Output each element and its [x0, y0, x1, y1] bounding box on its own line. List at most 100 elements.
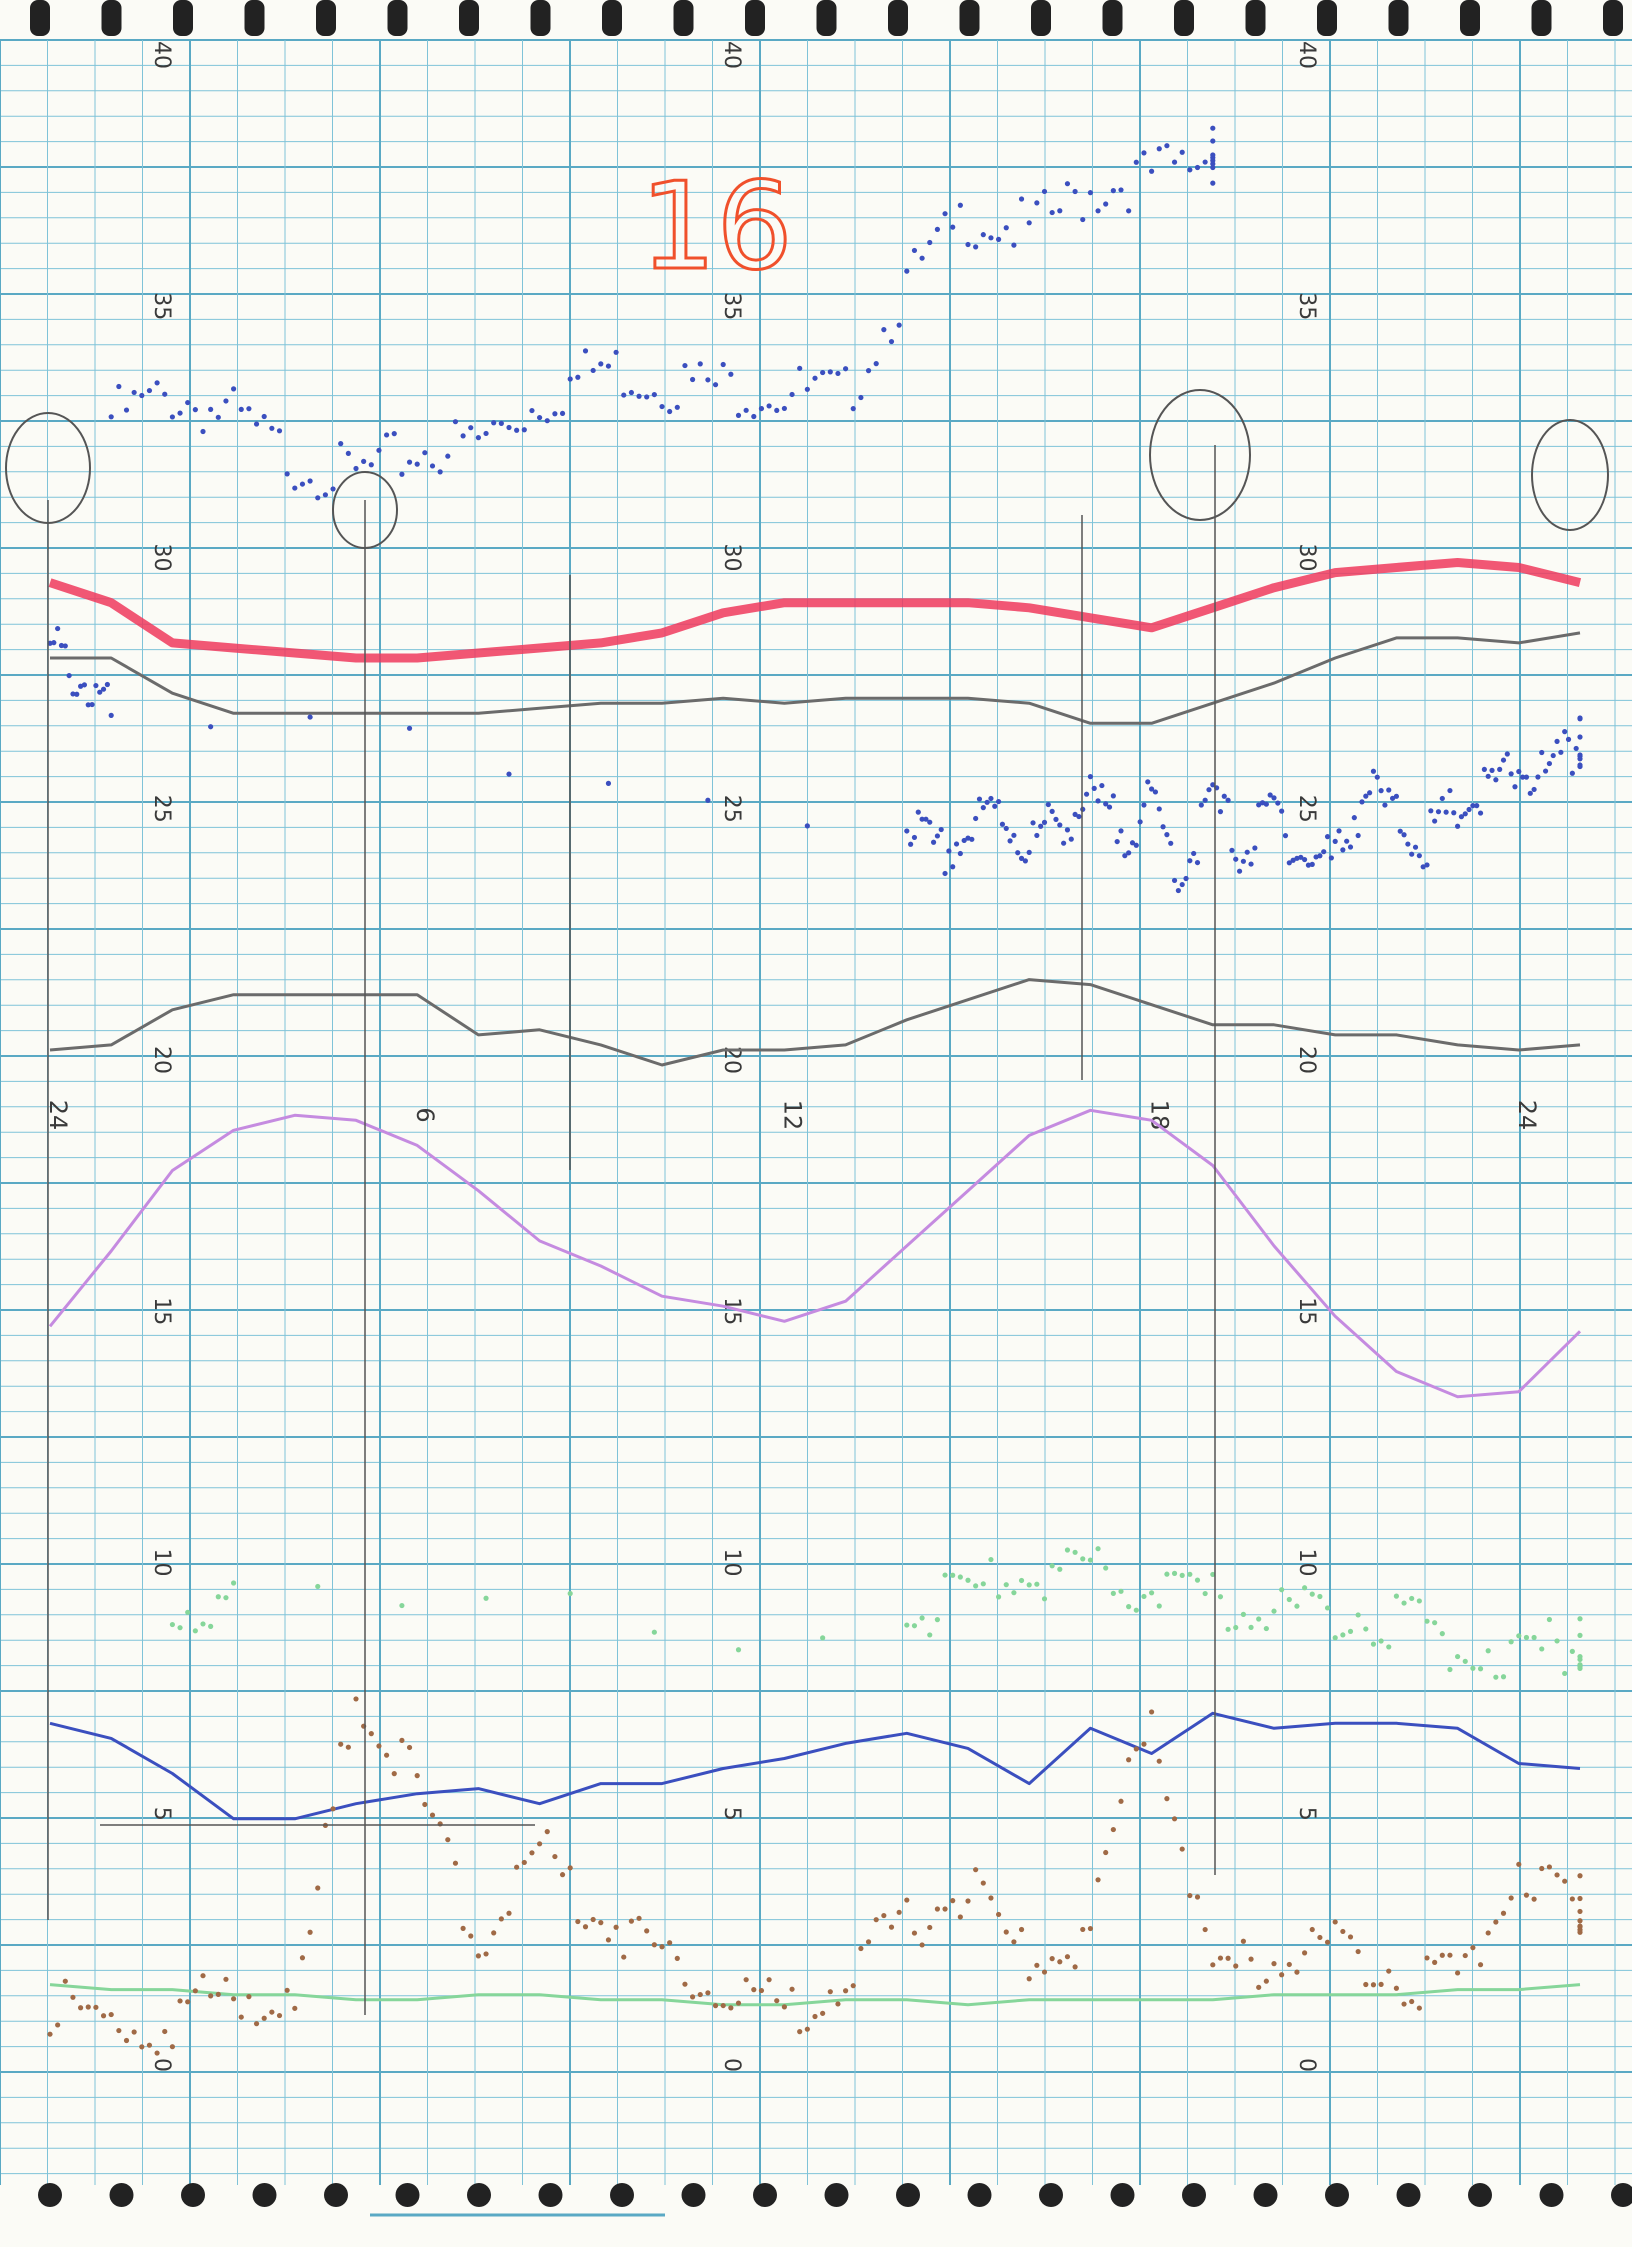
- data-point: [1340, 1632, 1346, 1638]
- data-point: [980, 1880, 986, 1886]
- data-point: [908, 841, 914, 847]
- data-point: [843, 1988, 849, 1994]
- data-point: [1026, 1976, 1032, 1982]
- data-point: [123, 407, 130, 413]
- data-point: [720, 361, 726, 368]
- data-point: [1007, 838, 1013, 844]
- data-point: [406, 459, 413, 465]
- data-point: [1210, 125, 1216, 131]
- data-point: [1355, 1612, 1361, 1618]
- data-point: [345, 450, 351, 457]
- data-point: [384, 432, 390, 438]
- data-point: [1034, 832, 1040, 839]
- data-point: [1018, 1577, 1025, 1584]
- data-point: [1034, 200, 1040, 206]
- data-point: [475, 435, 481, 441]
- data-point: [789, 391, 795, 398]
- data-point: [651, 1942, 657, 1948]
- data-point: [1194, 1894, 1201, 1900]
- data-point: [1523, 774, 1530, 780]
- data-point: [1026, 220, 1032, 226]
- data-point: [705, 797, 711, 803]
- data-point: [567, 1590, 573, 1597]
- data-point: [590, 367, 596, 374]
- binding-hole: [1325, 2183, 1349, 2207]
- data-point: [1057, 1959, 1063, 1965]
- data-point: [1309, 861, 1315, 867]
- data-point: [85, 2004, 91, 2010]
- data-point: [391, 431, 397, 437]
- data-point: [1194, 859, 1201, 866]
- data-point: [376, 447, 382, 453]
- data-point: [1179, 149, 1185, 155]
- data-point: [1424, 1618, 1430, 1624]
- data-point: [1087, 1557, 1093, 1563]
- data-point: [946, 848, 952, 854]
- data-point: [1275, 800, 1281, 806]
- data-point: [980, 1581, 986, 1587]
- data-point: [1435, 809, 1442, 815]
- data-point: [1477, 1962, 1484, 1968]
- data-point: [1321, 849, 1327, 855]
- binding-hole: [1468, 2183, 1492, 2207]
- binding-hole: [395, 2183, 420, 2207]
- data-point: [1141, 150, 1147, 156]
- data-point: [108, 712, 114, 718]
- data-point: [1516, 768, 1522, 775]
- data-point: [1516, 1633, 1522, 1639]
- data-point: [934, 1617, 941, 1623]
- data-point: [307, 478, 313, 484]
- data-point: [521, 427, 527, 433]
- data-point: [1061, 840, 1067, 846]
- data-point: [1217, 1955, 1224, 1961]
- data-point: [1401, 2001, 1407, 2007]
- data-point: [74, 691, 80, 697]
- binding-slot: [1174, 0, 1194, 36]
- data-point: [996, 236, 1002, 242]
- data-point: [154, 380, 160, 386]
- data-point: [177, 1625, 183, 1631]
- data-point: [1202, 797, 1208, 803]
- binding-slot: [1531, 0, 1552, 36]
- data-point: [1477, 810, 1484, 816]
- data-point: [1393, 1593, 1399, 1599]
- data-point: [942, 870, 948, 877]
- data-point: [743, 407, 749, 413]
- data-point: [781, 405, 788, 412]
- data-point: [1470, 1945, 1476, 1951]
- data-point: [735, 412, 742, 418]
- data-point: [919, 1942, 925, 1948]
- data-point: [1424, 862, 1430, 868]
- data-point: [827, 369, 833, 375]
- data-point: [999, 821, 1006, 827]
- data-point: [208, 1993, 214, 1999]
- data-point: [1156, 806, 1162, 812]
- data-point: [506, 424, 512, 431]
- data-point: [1554, 1638, 1560, 1644]
- data-point: [1240, 1938, 1246, 1944]
- data-point: [1389, 795, 1396, 801]
- data-point: [613, 1924, 619, 1930]
- data-point: [1118, 1798, 1124, 1804]
- data-point: [1003, 225, 1009, 231]
- data-point: [1347, 1934, 1354, 1940]
- series-line: [49, 978, 1581, 1067]
- data-point: [177, 1998, 183, 2004]
- data-point: [1248, 1624, 1254, 1630]
- data-point: [1187, 858, 1193, 864]
- data-point: [1351, 815, 1357, 821]
- data-point: [1133, 1746, 1139, 1752]
- data-point: [911, 1623, 918, 1629]
- data-point: [1129, 840, 1136, 846]
- data-point: [139, 392, 145, 399]
- data-point: [208, 724, 214, 730]
- data-point: [1256, 802, 1262, 808]
- data-point: [1179, 881, 1185, 888]
- series-green: [169, 1546, 1583, 1680]
- data-point: [162, 391, 168, 397]
- data-point: [1443, 809, 1449, 815]
- data-point: [735, 2000, 742, 2006]
- data-point: [1011, 1590, 1017, 1596]
- data-point: [1087, 190, 1093, 196]
- data-point: [460, 433, 466, 439]
